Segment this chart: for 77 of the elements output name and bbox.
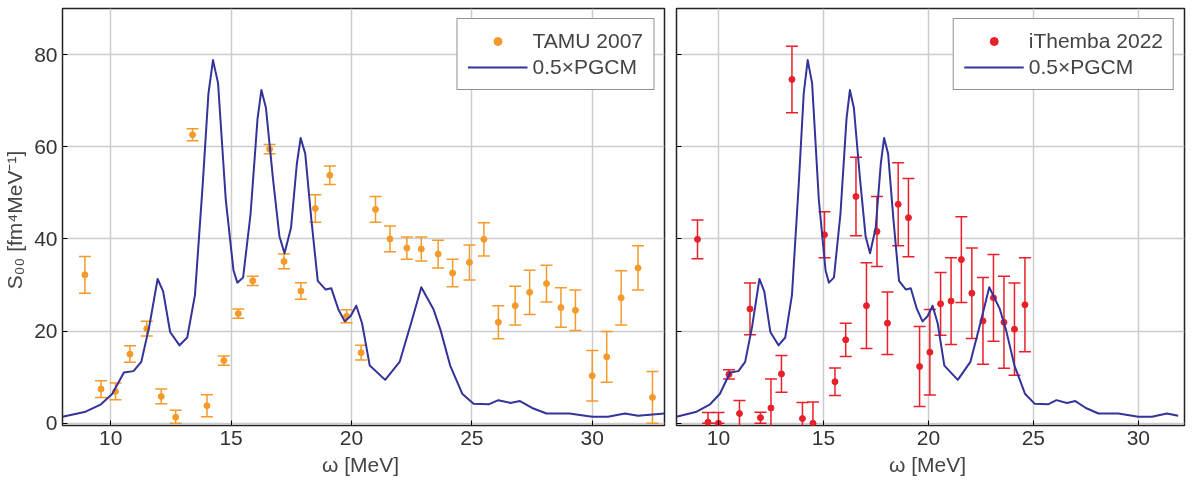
point xyxy=(557,304,565,312)
point xyxy=(588,372,596,380)
point xyxy=(81,271,89,279)
y-tick-label: 60 xyxy=(34,134,58,158)
point xyxy=(97,385,105,393)
point xyxy=(883,319,891,327)
point xyxy=(852,193,860,200)
point xyxy=(648,393,656,401)
point xyxy=(968,289,976,297)
point xyxy=(494,318,502,326)
x-tick-label: 25 xyxy=(460,425,484,449)
legend-label: TAMU 2007 xyxy=(532,29,643,53)
point xyxy=(386,235,394,243)
point xyxy=(511,302,519,310)
point xyxy=(297,287,305,295)
point xyxy=(798,415,806,423)
x-axis-title: ω [MeV] xyxy=(322,452,400,476)
x-tick-label: 15 xyxy=(219,425,243,449)
point xyxy=(693,235,701,243)
point xyxy=(280,257,288,265)
x-tick-label: 20 xyxy=(916,425,941,449)
point xyxy=(617,294,625,302)
point xyxy=(326,171,334,179)
point xyxy=(947,297,955,305)
point xyxy=(157,392,165,400)
point xyxy=(767,404,775,412)
point xyxy=(842,336,850,344)
point xyxy=(465,258,473,266)
x-tick-label: 10 xyxy=(706,425,731,449)
y-tick-label: 40 xyxy=(34,226,58,250)
x-tick-label: 15 xyxy=(811,425,836,449)
point xyxy=(809,419,817,426)
point xyxy=(126,350,134,358)
point xyxy=(403,244,411,252)
point xyxy=(526,288,534,296)
point xyxy=(449,269,457,277)
point xyxy=(894,200,902,208)
point xyxy=(203,402,211,410)
y-tick-label: 80 xyxy=(34,42,58,66)
x-tick-label: 10 xyxy=(98,425,123,449)
point xyxy=(904,214,912,222)
point xyxy=(916,363,924,371)
point xyxy=(937,300,945,308)
x-tick-label: 20 xyxy=(339,425,364,449)
legend-label: 0.5×PGCM xyxy=(532,55,637,79)
point xyxy=(862,302,870,310)
point xyxy=(603,353,611,361)
y-axis-title: S₀₀ [fm⁴MeV⁻¹] xyxy=(3,150,27,290)
point xyxy=(746,305,754,313)
point xyxy=(788,75,796,83)
point xyxy=(777,370,785,378)
x-axis-title: ω [MeV] xyxy=(889,452,967,476)
point xyxy=(926,348,934,356)
point xyxy=(172,413,180,421)
point xyxy=(831,378,839,386)
point xyxy=(634,264,642,272)
point xyxy=(543,280,551,288)
line-series xyxy=(62,59,665,418)
legend-label: 0.5×PGCM xyxy=(1028,55,1134,79)
point xyxy=(1021,301,1029,309)
x-tick-label: 25 xyxy=(1021,425,1046,449)
legend-label: iThemba 2022 xyxy=(1028,29,1163,53)
point xyxy=(417,245,425,253)
x-tick-label: 30 xyxy=(1126,425,1150,449)
point xyxy=(357,349,365,357)
point xyxy=(372,205,380,213)
point xyxy=(571,306,579,314)
point xyxy=(957,256,965,264)
point xyxy=(735,410,743,418)
point xyxy=(480,235,488,243)
y-tick-label: 0 xyxy=(45,411,58,435)
point xyxy=(1010,325,1018,333)
y-tick-label: 20 xyxy=(34,319,58,343)
x-tick-label: 30 xyxy=(580,425,604,449)
point xyxy=(714,419,722,426)
point xyxy=(311,204,319,212)
point xyxy=(434,250,442,258)
